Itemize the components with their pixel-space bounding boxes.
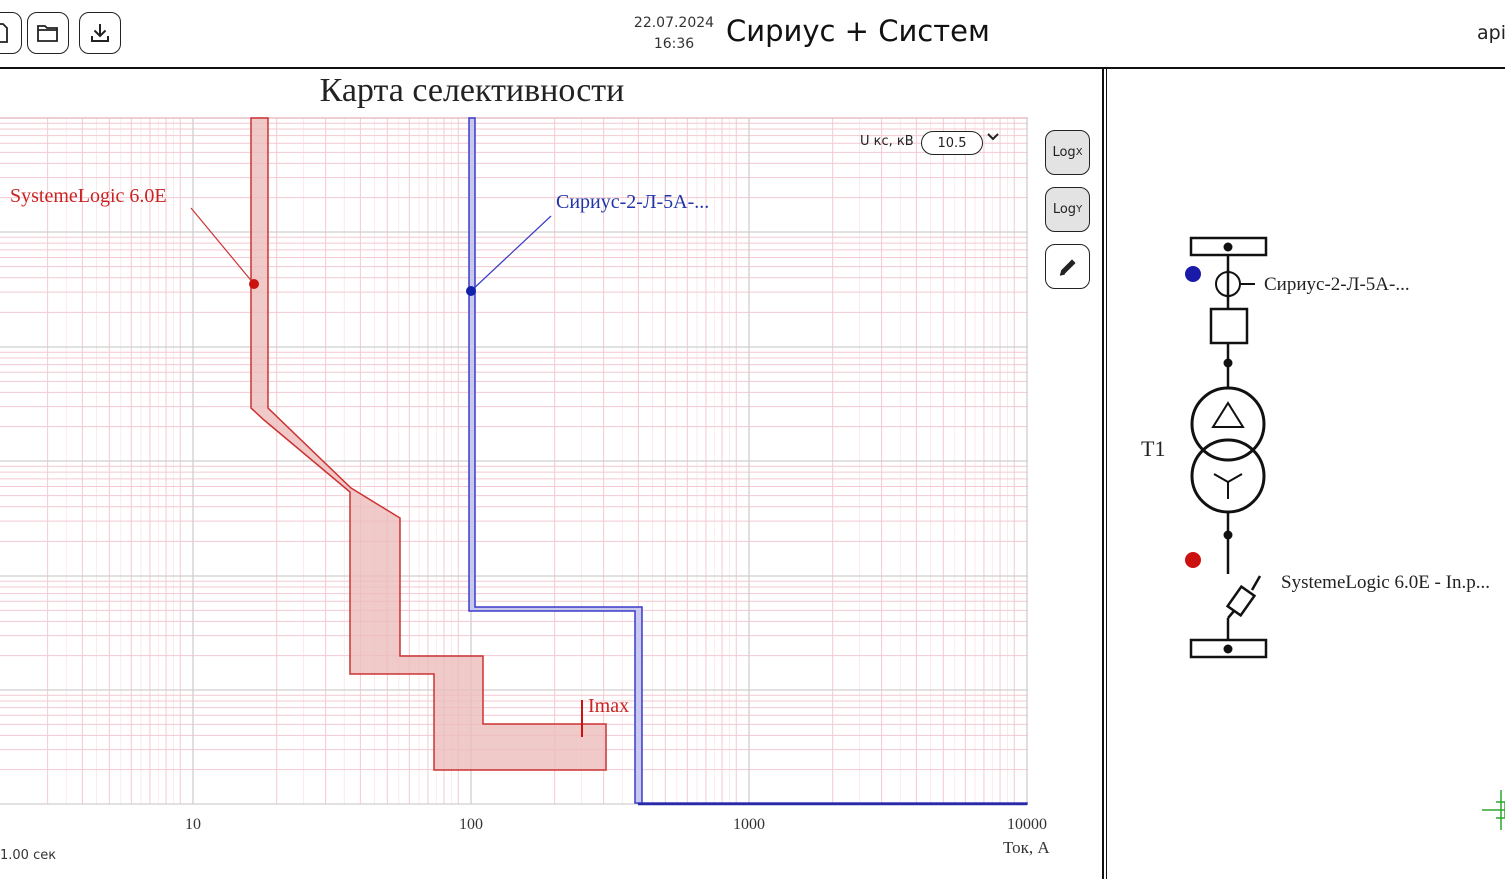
log-x-label: Log <box>1052 145 1076 160</box>
x-axis-label: Ток, А <box>1003 838 1050 857</box>
transformer-label: T1 <box>1141 436 1165 461</box>
imax-label: Imax <box>588 695 629 717</box>
node-dot <box>1223 530 1233 540</box>
systemelogic-marker[interactable] <box>249 279 259 289</box>
breaker-icon[interactable] <box>1209 307 1249 345</box>
x-tick-label: 10000 <box>1007 816 1047 833</box>
log-y-label: Log <box>1052 202 1077 217</box>
systemelogic-callout-line <box>190 207 255 285</box>
pencil-icon <box>1059 258 1076 276</box>
sirius-device-marker[interactable] <box>1185 266 1201 282</box>
voltage-label: U кс, кВ <box>860 134 914 149</box>
log-x-button[interactable]: Log X <box>1045 130 1090 175</box>
top-toolbar: 22.07.2024 16:36 Сириус + Систем api <box>0 0 1505 68</box>
header-divider <box>0 67 1505 69</box>
download-icon <box>91 24 109 42</box>
download-button[interactable] <box>79 12 121 54</box>
systemelogic-curve-band[interactable] <box>250 117 607 771</box>
systemelogic-device-marker[interactable] <box>1185 552 1201 568</box>
sirius-label[interactable]: Сириус-2-Л-5А-... <box>556 191 709 213</box>
time-text: 16:36 <box>653 36 695 52</box>
crosshair-icon[interactable] <box>1482 790 1505 830</box>
sirius-callout-line <box>470 215 552 292</box>
transformer-primary-icon[interactable] <box>1190 386 1266 462</box>
x-tick-label: 100 <box>459 816 483 833</box>
voltage-input[interactable] <box>921 131 983 155</box>
edit-button[interactable] <box>1045 244 1090 289</box>
time-status: 1.00 сек <box>0 848 57 863</box>
chevron-down-icon[interactable] <box>985 129 1001 145</box>
date-text: 22.07.2024 <box>633 15 715 31</box>
node-dot <box>1223 242 1233 252</box>
new-file-icon <box>0 23 8 43</box>
delta-icon <box>1211 401 1245 428</box>
node-dot <box>1223 358 1233 368</box>
app-title: Сириус + Систем <box>726 14 990 48</box>
sirius-marker[interactable] <box>466 286 476 296</box>
node-dot <box>1223 644 1233 654</box>
selectivity-chart[interactable]: SystemeLogic 6.0E Сириус-2-Л-5А-... Imax… <box>0 68 1100 879</box>
systemelogic-label[interactable]: SystemeLogic 6.0E <box>10 185 167 207</box>
x-tick-label: 1000 <box>733 816 765 833</box>
open-folder-button[interactable] <box>27 12 69 54</box>
user-name[interactable]: api <box>1477 22 1505 44</box>
transformer-secondary-icon[interactable] <box>1190 438 1266 514</box>
folder-icon <box>37 25 58 42</box>
log-x-sub: X <box>1075 147 1083 158</box>
panel-splitter[interactable] <box>1102 68 1107 879</box>
new-file-button[interactable] <box>0 12 22 54</box>
systemelogic-device-label[interactable]: SystemeLogic 6.0E - In.p... <box>1281 572 1490 593</box>
datetime: 22.07.2024 16:36 <box>628 13 720 55</box>
x-tick-label: 10 <box>185 816 201 833</box>
switch-tip <box>1250 575 1262 591</box>
wye-icon <box>1213 473 1243 499</box>
single-line-scheme[interactable]: Сириус-2-Л-5А-... T1 SystemeLogic 6.0E -… <box>1107 69 1505 879</box>
sirius-device-label[interactable]: Сириус-2-Л-5А-... <box>1264 274 1410 295</box>
log-y-sub: Y <box>1076 204 1083 215</box>
chart-title: Карта селективности <box>319 72 625 109</box>
log-y-button[interactable]: Log Y <box>1045 187 1090 232</box>
fuse-icon[interactable] <box>1225 584 1257 618</box>
